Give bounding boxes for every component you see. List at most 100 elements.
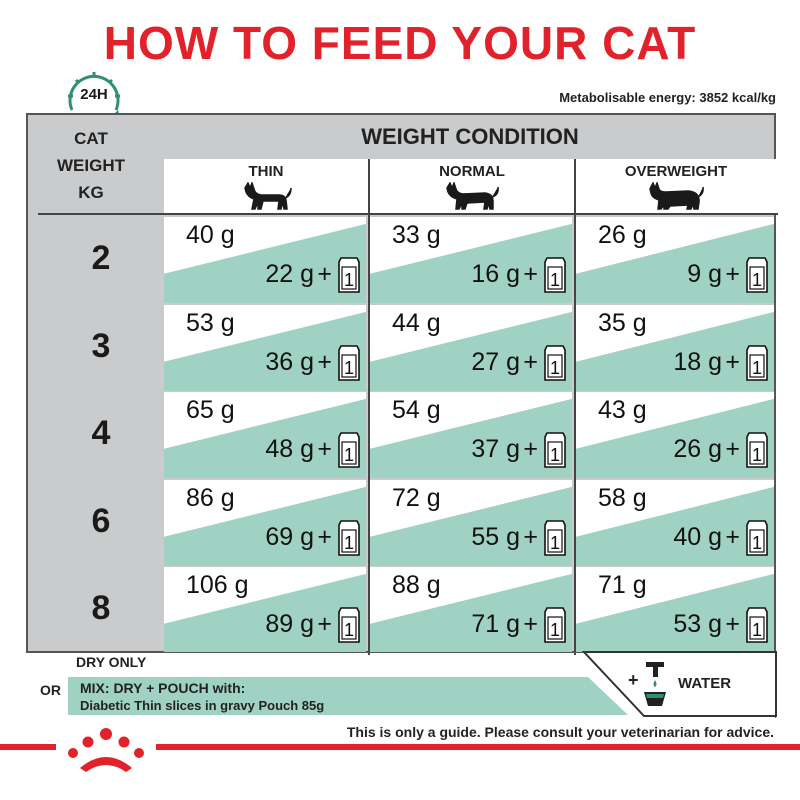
plus-sign: + <box>725 435 740 463</box>
weight-condition-header: WEIGHT CONDITION <box>361 124 579 149</box>
pouch-icon: 1 <box>338 607 360 643</box>
column-header-thin: THIN <box>164 159 368 214</box>
weight-label-6: 6 <box>91 501 111 540</box>
mix-amount: 40 g <box>673 522 722 551</box>
pouch-count: 1 <box>344 445 354 465</box>
page-title: HOW TO FEED YOUR CAT <box>103 17 697 69</box>
pouch-icon: 1 <box>338 344 360 381</box>
dry-amount: 54 g <box>392 396 441 424</box>
pouch-icon: 1 <box>544 519 566 556</box>
pouch-icon: 1 <box>338 432 360 468</box>
pouch-count: 1 <box>752 445 762 465</box>
plus-sign: + <box>523 260 538 288</box>
pouch-icon: 1 <box>746 344 768 381</box>
feeding-cell-4-thin: 65 g 48 g +1 <box>164 392 366 478</box>
mix-amount: 89 g <box>265 610 314 638</box>
red-footer-bar <box>0 744 800 750</box>
cat-thin-icon <box>244 182 292 210</box>
water-tap-icon: + <box>628 660 672 715</box>
feeding-cell-4-normal: 54 g 37 g +1 <box>370 392 572 478</box>
feeding-cell-3-normal: 44 g 27 g +1 <box>370 304 572 391</box>
feeding-cell-8-overweight: 71 g 53 g +1 <box>576 567 774 653</box>
mix-band <box>576 486 774 566</box>
mix-amount: 36 g <box>265 347 314 376</box>
dry-amount: 88 g <box>392 571 441 599</box>
weight-label-4: 4 <box>91 414 111 452</box>
feeding-cell-2-overweight: 26 g 9 g +1 <box>576 217 774 303</box>
energy-info: Metabolisable energy: 3852 kcal/kg <box>559 90 776 105</box>
feeding-cell-6-thin: 86 g 69 g +1 <box>164 479 366 566</box>
mix-amount: 18 g <box>673 347 722 376</box>
weight-label-3: 3 <box>91 326 111 365</box>
mix-band <box>370 486 572 566</box>
water-frame <box>582 651 777 717</box>
mix-band <box>370 311 572 391</box>
pouch-count: 1 <box>344 358 354 378</box>
dry-amount: 44 g <box>392 308 441 337</box>
feeding-cell-6-normal: 72 g 55 g +1 <box>370 479 572 566</box>
pouch-icon: 1 <box>746 432 768 468</box>
plus-sign: + <box>725 347 740 376</box>
feeding-cell-8-normal: 88 g 71 g +1 <box>370 567 572 653</box>
pouch-count: 1 <box>752 533 762 553</box>
dry-amount: 33 g <box>392 221 441 249</box>
mix-band <box>370 398 572 478</box>
mix-band <box>164 311 366 391</box>
pouch-count: 1 <box>550 620 560 640</box>
dry-amount: 106 g <box>186 571 249 599</box>
feeding-cell-2-normal: 33 g 16 g +1 <box>370 217 572 303</box>
plus-sign: + <box>317 610 332 638</box>
pouch-count: 1 <box>752 270 762 290</box>
pouch-count: 1 <box>550 358 560 378</box>
cat-weight-line-3: KG <box>78 183 104 202</box>
mix-amount: 9 g <box>687 260 722 288</box>
plus-sign: + <box>725 260 740 288</box>
mix-amount: 27 g <box>471 347 520 376</box>
svg-text:+: + <box>628 670 639 690</box>
column-header-normal: NORMAL <box>370 159 574 214</box>
pouch-icon: 1 <box>544 432 566 468</box>
mix-band <box>164 223 366 303</box>
pouch-count: 1 <box>752 620 762 640</box>
column-label-normal: NORMAL <box>439 163 505 180</box>
pouch-icon: 1 <box>746 519 768 556</box>
mix-band <box>576 223 774 303</box>
mix-amount: 37 g <box>471 435 520 463</box>
dry-amount: 43 g <box>598 396 647 424</box>
feeding-cell-4-overweight: 43 g 26 g +1 <box>576 392 774 478</box>
mix-amount: 48 g <box>265 435 314 463</box>
mix-band <box>576 398 774 478</box>
legend-or: OR <box>40 682 61 698</box>
dry-amount: 71 g <box>598 571 647 599</box>
plus-sign: + <box>523 610 538 638</box>
plus-sign: + <box>523 435 538 463</box>
dry-amount: 35 g <box>598 308 647 337</box>
mix-amount: 53 g <box>673 610 722 638</box>
plus-sign: + <box>317 347 332 376</box>
dry-amount: 72 g <box>392 483 441 512</box>
column-label-thin: THIN <box>248 163 284 180</box>
dry-amount: 40 g <box>186 221 235 249</box>
plus-sign: + <box>317 435 332 463</box>
pouch-count: 1 <box>752 358 762 378</box>
crown-logo <box>56 726 156 781</box>
cat-weight-header: CAT WEIGHT KG <box>28 125 154 206</box>
cat-overweight-icon <box>649 182 704 210</box>
column-header-overweight: OVERWEIGHT <box>576 159 776 214</box>
mix-amount: 55 g <box>471 522 520 551</box>
mix-band <box>370 573 572 653</box>
pouch-icon: 1 <box>338 519 360 556</box>
clock-24h-icon: 24H <box>62 70 126 124</box>
feeding-table: CAT WEIGHT KG WEIGHT CONDITION THIN NORM… <box>26 113 778 655</box>
feeding-cell-6-overweight: 58 g 40 g +1 <box>576 479 774 566</box>
column-divider-1 <box>368 159 370 655</box>
plus-sign: + <box>725 522 740 551</box>
column-divider-2 <box>574 159 576 655</box>
plus-sign: + <box>523 347 538 376</box>
mix-amount: 22 g <box>265 260 314 288</box>
pouch-icon: 1 <box>544 344 566 381</box>
pouch-icon: 1 <box>338 257 360 293</box>
feeding-cell-8-thin: 106 g 89 g +1 <box>164 567 366 653</box>
pouch-icon: 1 <box>544 607 566 643</box>
clock-label: 24H <box>80 86 108 103</box>
